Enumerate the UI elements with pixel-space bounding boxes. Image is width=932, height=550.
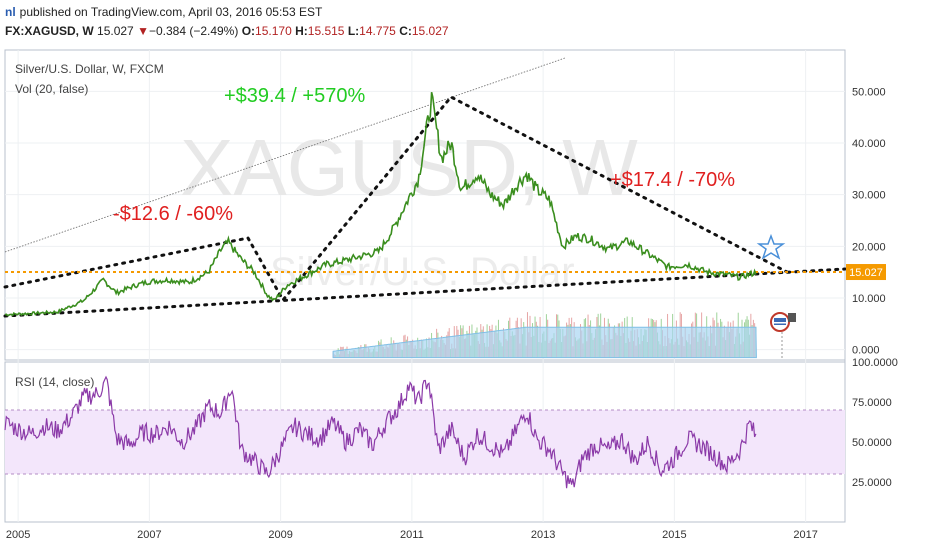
last-price-tag-label: 15.027 <box>849 267 883 279</box>
price-change: −0.384 (−2.49%) <box>148 24 239 38</box>
time-tick-label: 2013 <box>531 529 555 541</box>
axis-ticks: 50.000 40.000 30.000 20.000 10.000 0.000100.0… <box>6 86 898 541</box>
symbol-label: FX:XAGUSD, W <box>5 24 94 38</box>
price-pane[interactable] <box>4 49 846 361</box>
open-value: 15.170 <box>255 24 292 38</box>
rsi-band <box>5 410 845 474</box>
star-icon[interactable] <box>756 233 786 260</box>
economic-event-icon[interactable] <box>770 312 796 360</box>
annotation-rise[interactable]: +$39.4 / +570% <box>224 85 365 107</box>
rsi-pane-title: RSI (14, close) <box>15 375 94 389</box>
close-value: 15.027 <box>411 24 449 38</box>
time-tick-label: 2005 <box>6 529 30 541</box>
last-price: 15.027 <box>97 24 134 38</box>
low-label: L: <box>347 24 360 38</box>
price-tick-label: 30.000 <box>852 190 886 202</box>
price-tick-label: 10.000 <box>852 293 886 305</box>
price-tick-label: 40.000 <box>852 138 886 150</box>
price-series <box>4 92 757 317</box>
close-label: C: <box>399 24 412 38</box>
publish-text: published on TradingView.com, April 03, … <box>19 5 323 19</box>
annotation-drop-2011[interactable]: +$17.4 / -70% <box>610 169 735 191</box>
price-pane-title: Silver/U.S. Dollar, W, FXCM <box>15 62 164 76</box>
annotation-drop-2008[interactable]: -$12.6 / -60% <box>113 203 233 225</box>
symbol-quote-line: FX:XAGUSD, W 15.027 ▼−0.384 (−2.49%) O:1… <box>5 24 449 38</box>
price-tick-label: 0.000 <box>852 345 880 357</box>
low-value: 14.775 <box>359 24 396 38</box>
volume-indicator-label: Vol (20, false) <box>15 82 88 96</box>
time-tick-label: 2017 <box>793 529 817 541</box>
rsi-tick-label: 100.0000 <box>852 357 898 369</box>
volume-ma-area <box>332 326 757 359</box>
author-logo[interactable]: nl <box>5 5 16 19</box>
time-tick-label: 2009 <box>268 529 292 541</box>
price-tick-label: 20.000 <box>852 241 886 253</box>
rsi-series <box>4 375 757 489</box>
publish-line: nl published on TradingView.com, April 03… <box>5 5 322 19</box>
time-tick-label: 2007 <box>137 529 161 541</box>
time-tick-label: 2011 <box>400 529 424 541</box>
open-label: O: <box>241 24 256 38</box>
price-tick-label: 50.000 <box>852 86 886 98</box>
time-tick-label: 2015 <box>662 529 686 541</box>
rsi-tick-label: 50.0000 <box>852 437 892 449</box>
swing-lines[interactable] <box>3 95 789 303</box>
rsi-tick-label: 75.0000 <box>852 397 892 409</box>
last-price-tag <box>846 264 886 281</box>
chart-header: nl published on TradingView.com, April 03… <box>0 0 932 44</box>
high-label: H: <box>295 24 308 38</box>
rsi-tick-label: 25.0000 <box>852 477 892 489</box>
high-value: 15.515 <box>307 24 345 38</box>
down-arrow-icon: ▼ <box>137 24 149 38</box>
